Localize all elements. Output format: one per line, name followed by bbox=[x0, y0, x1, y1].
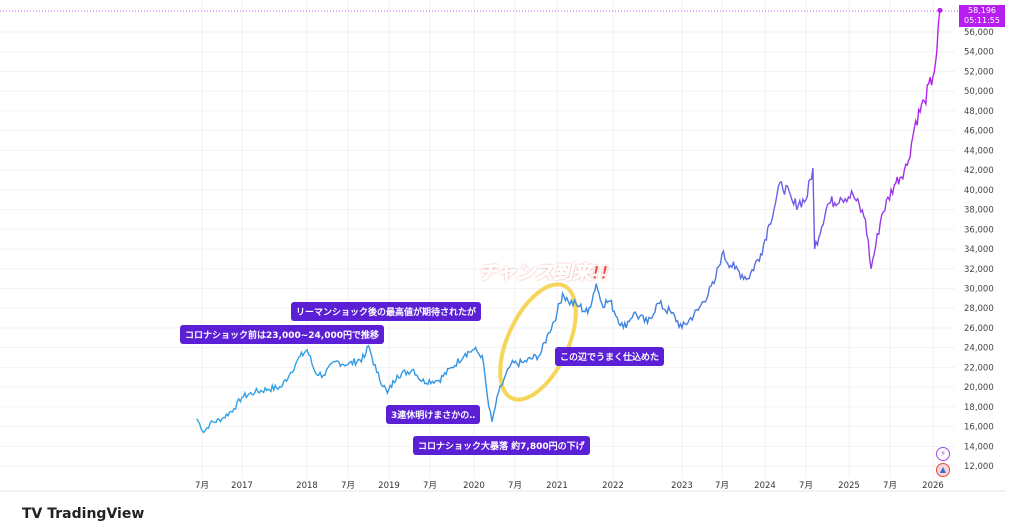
y-tick-label: 20,000 bbox=[964, 383, 994, 393]
x-tick-label: 2025 bbox=[838, 481, 860, 491]
x-tick-label: 2024 bbox=[754, 481, 776, 491]
note-lehman[interactable]: リーマンショック後の最高値が期待されたが bbox=[291, 302, 482, 321]
y-tick-label: 28,000 bbox=[964, 304, 994, 314]
y-tick-label: 34,000 bbox=[964, 245, 994, 255]
x-tick-label: 7月 bbox=[883, 481, 897, 491]
tradingview-logo[interactable]: 𝗧𝗩 TradingView bbox=[22, 506, 144, 522]
y-tick-label: 12,000 bbox=[964, 462, 994, 472]
y-tick-label: 50,000 bbox=[964, 87, 994, 97]
tv-logo-icon: 𝗧𝗩 bbox=[22, 506, 48, 522]
x-tick-label: 2026 bbox=[922, 481, 944, 491]
x-tick-label: 2019 bbox=[378, 481, 400, 491]
y-tick-label: 30,000 bbox=[964, 284, 994, 294]
x-tick-label: 2022 bbox=[602, 481, 624, 491]
x-tick-label: 2023 bbox=[671, 481, 693, 491]
y-tick-label: 54,000 bbox=[964, 48, 994, 58]
y-tick-label: 18,000 bbox=[964, 403, 994, 413]
x-tick-label: 7月 bbox=[195, 481, 209, 491]
countdown: 05:11:55 bbox=[964, 16, 1000, 25]
y-tick-label: 56,000 bbox=[964, 28, 994, 38]
chance-text: チャンス到来!! bbox=[478, 262, 610, 285]
y-tick-label: 46,000 bbox=[964, 127, 994, 137]
flag-icon[interactable]: ▲ bbox=[936, 463, 950, 477]
x-tick-label: 2020 bbox=[463, 481, 485, 491]
last-price-dot bbox=[937, 7, 943, 13]
y-tick-label: 42,000 bbox=[964, 166, 994, 176]
y-tick-label: 14,000 bbox=[964, 442, 994, 452]
y-tick-label: 52,000 bbox=[964, 67, 994, 77]
x-tick-label: 7月 bbox=[341, 481, 355, 491]
y-tick-label: 44,000 bbox=[964, 146, 994, 156]
x-tick-label: 2018 bbox=[296, 481, 318, 491]
y-tick-label: 48,000 bbox=[964, 107, 994, 117]
y-tick-label: 22,000 bbox=[964, 363, 994, 373]
highlight-ellipse bbox=[498, 282, 578, 402]
y-tick-label: 32,000 bbox=[964, 265, 994, 275]
y-tick-label: 24,000 bbox=[964, 344, 994, 354]
y-tick-label: 36,000 bbox=[964, 225, 994, 235]
note-crash[interactable]: コロナショック大暴落 約7,800円の下げ bbox=[413, 436, 590, 455]
x-tick-label: 7月 bbox=[508, 481, 522, 491]
last-price-label: 58,196 05:11:55 bbox=[959, 5, 1005, 27]
brand-text: TradingView bbox=[47, 506, 145, 522]
x-tick-label: 2017 bbox=[231, 481, 253, 491]
y-tick-label: 16,000 bbox=[964, 423, 994, 433]
note-three-day[interactable]: 3連休明けまさかの‥ bbox=[386, 405, 481, 424]
note-pre-corona[interactable]: コロナショック前は23,000~24,000円で推移 bbox=[180, 325, 385, 344]
lightning-icon[interactable]: ⚡ bbox=[936, 447, 950, 461]
x-tick-label: 7月 bbox=[423, 481, 437, 491]
note-buy-here[interactable]: この辺でうまく仕込めた bbox=[555, 347, 665, 366]
x-tick-label: 7月 bbox=[799, 481, 813, 491]
y-tick-label: 38,000 bbox=[964, 206, 994, 216]
price-line bbox=[196, 10, 941, 434]
last-price: 58,196 bbox=[968, 6, 996, 15]
x-tick-label: 2021 bbox=[546, 481, 568, 491]
y-tick-label: 40,000 bbox=[964, 186, 994, 196]
x-tick-label: 7月 bbox=[715, 481, 729, 491]
y-tick-label: 26,000 bbox=[964, 324, 994, 334]
